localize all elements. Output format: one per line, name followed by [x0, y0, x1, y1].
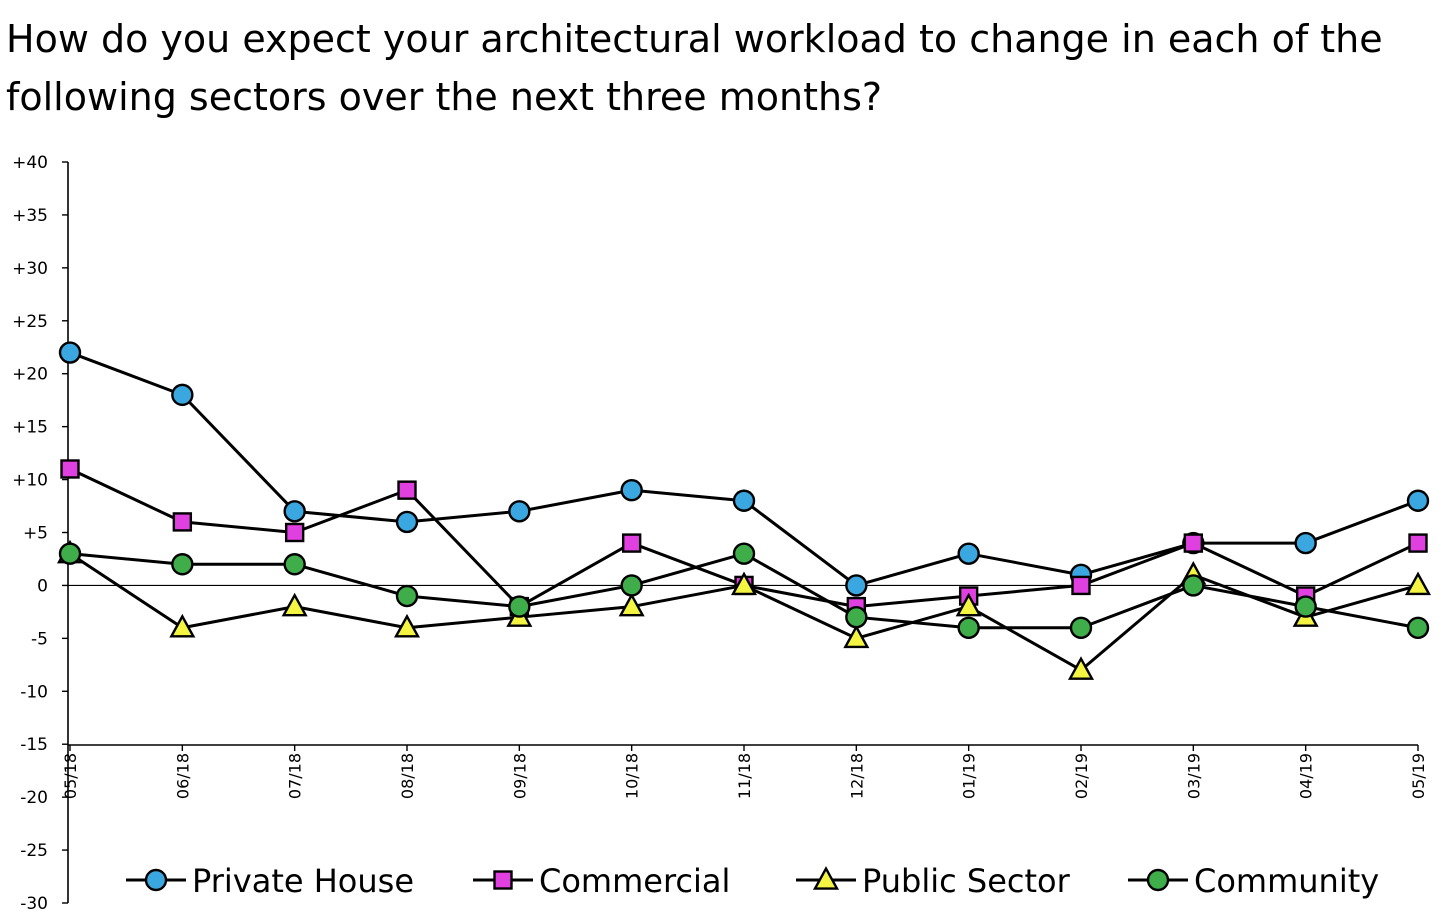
y-tick-label: +10	[12, 471, 48, 491]
data-point-commercial	[621, 533, 642, 553]
y-tick-label: +30	[12, 259, 48, 279]
data-point-private-house	[732, 489, 756, 512]
x-tick-label: 02/19	[1072, 753, 1091, 799]
data-point-private-house	[171, 383, 194, 407]
data-point-commercial	[172, 512, 193, 532]
data-point-private-house	[1406, 489, 1430, 512]
legend-label-public-sector: Public Sector	[862, 862, 1071, 900]
x-tick-label: 11/18	[735, 753, 754, 799]
y-tick-label: -10	[20, 682, 48, 702]
y-tick-label: +15	[12, 418, 48, 438]
data-point-community	[508, 595, 531, 618]
x-tick-label: 01/19	[960, 753, 979, 799]
data-point-private-house	[58, 341, 82, 364]
y-tick-label: +25	[12, 312, 48, 332]
series-markers	[56, 341, 1432, 680]
data-point-community	[1294, 595, 1317, 618]
data-point-public-sector	[955, 592, 982, 617]
x-tick-label: 10/18	[623, 753, 642, 799]
data-point-public-sector	[618, 592, 645, 617]
legend-item-commercial: Commercial	[473, 862, 730, 900]
data-point-community	[58, 542, 82, 565]
data-point-private-house	[1294, 531, 1317, 555]
data-point-commercial	[284, 522, 305, 543]
data-point-community	[732, 542, 756, 565]
data-point-private-house	[845, 574, 868, 597]
y-tick-label: -20	[20, 788, 48, 808]
data-point-public-sector	[730, 571, 758, 596]
legend-item-private-house: Private House	[126, 862, 414, 900]
data-point-public-sector	[843, 624, 870, 649]
y-axis-tick-labels: +40 +35 +30 +25 +20 +15 +10 +5 0 -5 -10 -15 -20 -25 -3…	[12, 153, 48, 914]
y-tick-label: +40	[12, 153, 48, 173]
x-tick-label: 05/18	[61, 753, 80, 799]
data-point-private-house	[620, 478, 643, 502]
data-point-public-sector	[281, 592, 308, 617]
data-point-community	[1182, 574, 1205, 597]
data-point-public-sector	[1404, 571, 1432, 596]
y-tick-label: -15	[20, 735, 48, 755]
legend-marker-commercial	[493, 870, 513, 890]
legend-marker-public-sector	[812, 866, 840, 890]
x-tick-label: 12/18	[847, 753, 866, 799]
data-point-community	[845, 605, 868, 629]
legend-item-community: Community	[1128, 862, 1379, 900]
data-point-private-house	[508, 500, 531, 523]
legend-marker-private-house	[144, 868, 168, 892]
data-point-community	[1406, 616, 1430, 639]
x-tick-label: 05/19	[1409, 753, 1428, 799]
legend-item-public-sector: Public Sector	[796, 862, 1071, 900]
y-tick-label: -25	[20, 841, 48, 861]
data-point-commercial	[1183, 533, 1204, 553]
x-axis-tick-labels: 05/18 06/18 07/18 08/18 09/18 10/18 11/18 12/18…	[61, 753, 1428, 799]
x-tick-label: 08/18	[398, 753, 417, 799]
data-point-public-sector	[393, 613, 421, 638]
x-tick-label: 06/18	[173, 753, 192, 799]
y-tick-label: -5	[31, 629, 48, 649]
series-line-public-sector	[69, 552, 1419, 672]
y-tick-label: +20	[12, 365, 48, 385]
data-point-community	[395, 584, 419, 608]
data-point-private-house	[283, 500, 306, 523]
data-point-community	[171, 553, 194, 576]
data-point-commercial	[1071, 575, 1091, 596]
x-tick-label: 09/18	[510, 753, 529, 799]
data-point-community	[1069, 616, 1093, 639]
data-point-community	[957, 616, 980, 639]
legend-label-private-house: Private House	[192, 862, 414, 900]
legend-marker-community	[1146, 868, 1170, 892]
y-tick-label: +5	[23, 524, 48, 544]
chart-title: How do you expect your architectural wor…	[6, 17, 1383, 119]
y-tick-label: +35	[12, 206, 48, 226]
data-point-commercial	[397, 480, 417, 500]
legend-label-commercial: Commercial	[539, 862, 730, 900]
data-point-commercial	[1408, 533, 1428, 553]
data-point-private-house	[395, 510, 419, 534]
data-point-community	[620, 574, 643, 597]
x-tick-label: 03/19	[1184, 753, 1203, 799]
y-tick-label: 0	[37, 576, 48, 596]
x-tick-label: 04/19	[1297, 753, 1316, 799]
y-tick-label: -30	[20, 894, 48, 914]
data-point-private-house	[957, 542, 980, 565]
legend: Private House Commercial Public Sector Comm…	[126, 862, 1379, 900]
data-point-public-sector	[169, 613, 196, 638]
data-point-commercial	[60, 459, 80, 479]
legend-label-community: Community	[1194, 862, 1379, 900]
x-tick-label: 07/18	[286, 753, 305, 799]
data-point-public-sector	[1067, 656, 1095, 680]
data-point-community	[283, 553, 306, 576]
